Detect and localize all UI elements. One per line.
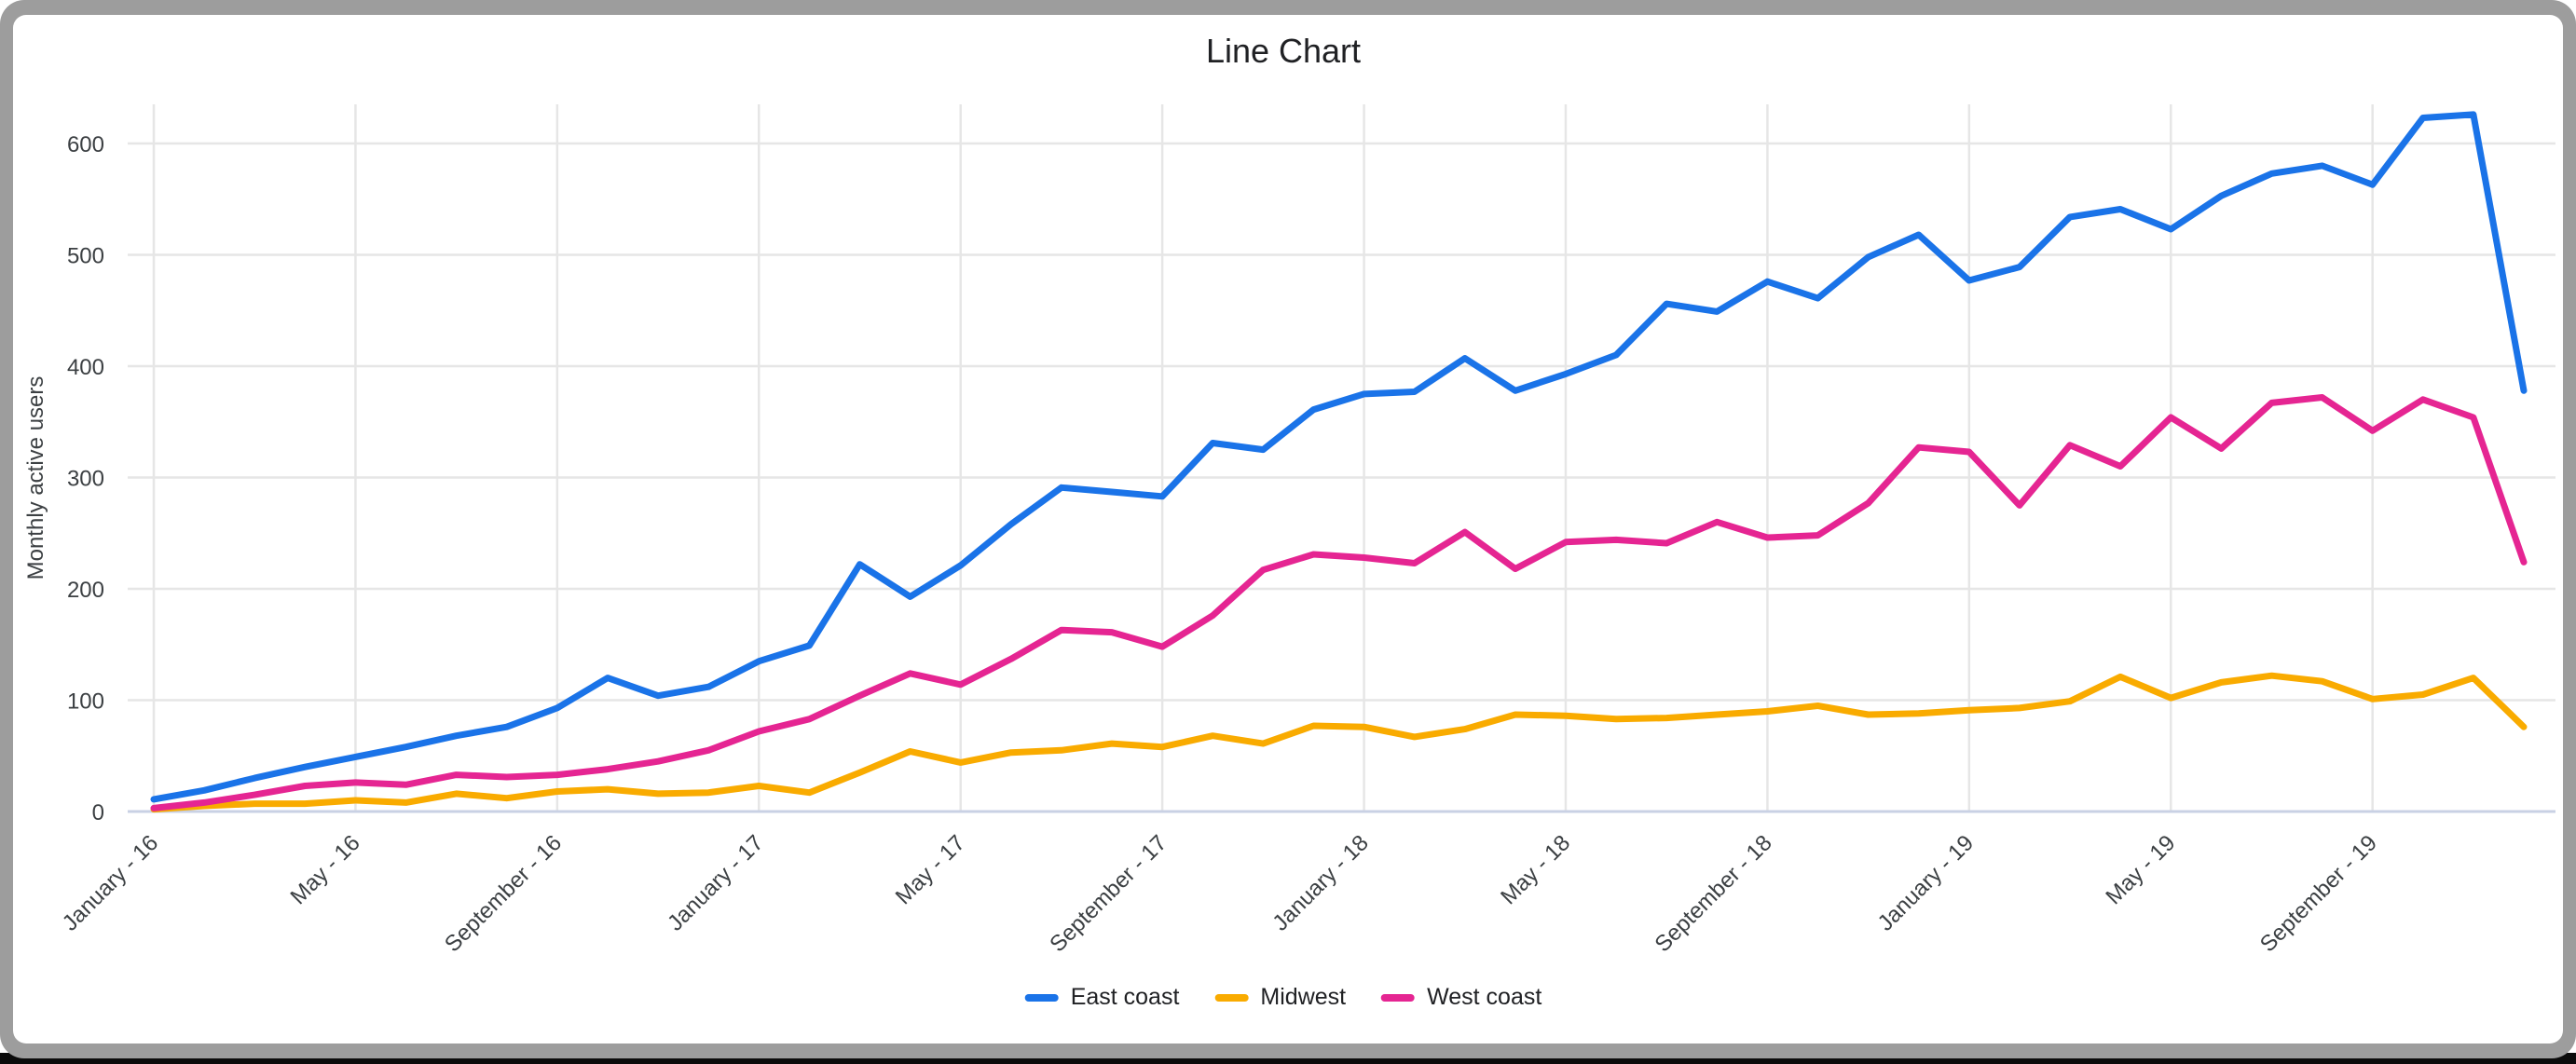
x-tick-label: September - 18 <box>1651 830 1777 957</box>
x-tick-label: May - 18 <box>1496 830 1575 909</box>
y-tick-label: 200 <box>67 578 104 603</box>
x-tick-label: January - 16 <box>58 830 163 935</box>
y-tick-label: 300 <box>67 467 104 492</box>
y-tick-label: 400 <box>67 355 104 380</box>
legend-item-east-coast[interactable]: East coast <box>1024 984 1180 1011</box>
y-tick-label: 500 <box>67 244 104 269</box>
legend-label: East coast <box>1070 984 1180 1010</box>
legend-label: Midwest <box>1260 984 1347 1010</box>
legend-item-west-coast[interactable]: West coast <box>1381 984 1541 1011</box>
x-tick-label: September - 19 <box>2255 830 2382 957</box>
chart-title: Line Chart <box>1205 32 1362 70</box>
west-coast-line-swatch-icon <box>1381 993 1416 1002</box>
x-tick-label: May - 16 <box>286 830 365 909</box>
y-tick-label: 0 <box>92 800 104 825</box>
series-line-west-coast <box>150 394 2528 812</box>
series-line-midwest <box>150 672 2528 813</box>
x-tick-label: September - 16 <box>440 830 567 957</box>
x-tick-label: May - 17 <box>891 830 970 909</box>
series-line-east-coast <box>150 111 2528 803</box>
east-coast-line-swatch-icon <box>1024 993 1059 1002</box>
y-tick-label: 100 <box>67 689 104 715</box>
x-tick-label: January - 19 <box>1873 830 1979 935</box>
y-axis-title: Monthly active users <box>23 376 48 580</box>
x-tick-label: September - 17 <box>1045 830 1172 957</box>
x-tick-label: May - 19 <box>2101 830 2180 909</box>
legend-item-midwest[interactable]: Midwest <box>1214 984 1346 1011</box>
midwest-line-swatch-icon <box>1214 993 1249 1002</box>
chart-legend: East coast Midwest West coast <box>1024 984 1541 1011</box>
y-tick-label: 600 <box>67 132 104 157</box>
chart-card <box>13 15 2563 1044</box>
legend-label: West coast <box>1427 984 1542 1010</box>
x-tick-label: January - 18 <box>1267 830 1373 935</box>
x-tick-label: January - 17 <box>663 830 768 935</box>
